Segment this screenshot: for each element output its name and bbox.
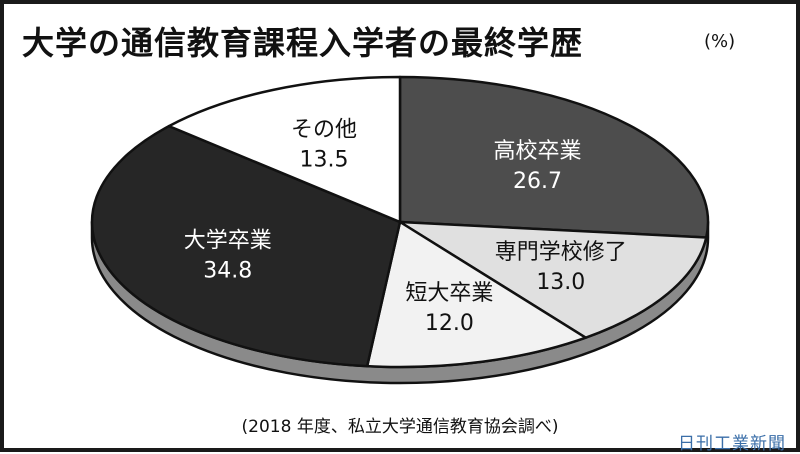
- pie-slice-3: [365, 220, 587, 369]
- slice-value-3: 12.0: [425, 311, 474, 336]
- brand-watermark: 日刊工業新聞: [678, 434, 786, 454]
- pie-chart: 高校卒業 26.7 専門学校修了 13.0 短大卒業 12.0 大学卒業 34.8 その他 13.…: [90, 75, 710, 385]
- slice-value-1: 26.7: [513, 169, 562, 194]
- slice-label-2: 専門学校修了: [495, 240, 627, 265]
- slice-label-4: 大学卒業: [184, 229, 272, 254]
- pie-slice-4: [90, 124, 402, 368]
- slice-value-2: 13.0: [536, 270, 585, 295]
- chart-title: 大学の通信教育課程入学者の最終学歴: [22, 24, 584, 62]
- slice-value-5: 13.5: [299, 148, 348, 173]
- pie-slice-5: [167, 75, 402, 224]
- slice-label-5: その他: [291, 118, 357, 143]
- source-note: (2018 年度、私立大学通信教育協会調べ): [241, 417, 559, 437]
- unit-label: (%): [704, 31, 736, 52]
- slice-value-4: 34.8: [203, 259, 252, 284]
- slice-label-1: 高校卒業: [493, 139, 581, 164]
- slice-label-3: 短大卒業: [405, 281, 493, 306]
- pie-slice-1: [398, 75, 710, 239]
- pie-slice-2: [398, 220, 708, 339]
